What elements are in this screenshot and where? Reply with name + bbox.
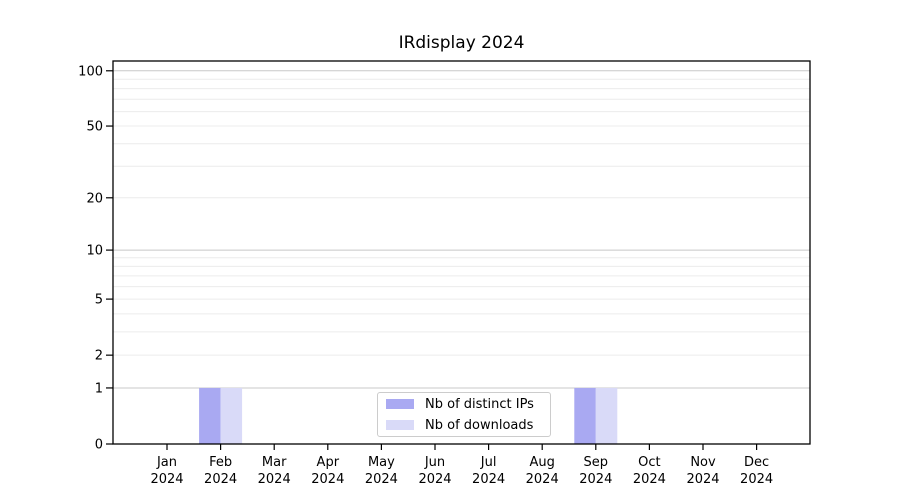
y-tick-label: 1: [95, 381, 103, 396]
x-tick-label-year: 2024: [365, 472, 398, 487]
legend-item-distinct-ips: Nb of distinct IPs: [386, 395, 542, 414]
x-tick-label-year: 2024: [472, 472, 505, 487]
legend-swatch-downloads-icon: [386, 420, 414, 430]
legend-swatch-distinct-ips-icon: [386, 399, 414, 409]
y-tick-label: 10: [86, 244, 103, 259]
x-tick-label-year: 2024: [204, 472, 237, 487]
x-tick-label-year: 2024: [740, 472, 773, 487]
x-tick-label-year: 2024: [686, 472, 719, 487]
legend-item-downloads: Nb of downloads: [386, 416, 542, 435]
y-tick-label: 2: [95, 349, 103, 364]
y-tick-label: 5: [95, 293, 103, 308]
x-tick-label-year: 2024: [633, 472, 666, 487]
x-tick-label-month: Jan: [156, 455, 177, 470]
chart-title: IRdisplay 2024: [398, 33, 525, 53]
y-tick-label: 100: [78, 64, 103, 79]
x-tick-label-month: Sep: [584, 455, 609, 470]
x-tick-label-month: Jul: [480, 455, 497, 470]
y-tick-label: 50: [86, 120, 103, 135]
bar-downloads-sep: [595, 387, 618, 444]
x-tick-label-month: Jun: [424, 455, 445, 470]
legend-label-downloads: Nb of downloads: [425, 417, 534, 433]
bar-distinct-ips-sep: [574, 387, 596, 444]
legend: Nb of distinct IPs Nb of downloads: [377, 392, 551, 437]
y-tick-label: 20: [86, 191, 103, 206]
x-tick-label-month: Nov: [690, 455, 716, 470]
x-tick-label-month: Dec: [744, 455, 769, 470]
x-tick-label-year: 2024: [258, 472, 291, 487]
x-tick-label-year: 2024: [418, 472, 451, 487]
bar-distinct-ips-feb: [199, 387, 221, 444]
x-tick-label-month: Aug: [530, 455, 555, 470]
plot-frame: [112, 60, 811, 445]
x-tick-label-month: Feb: [209, 455, 232, 470]
x-tick-label-month: Oct: [638, 455, 660, 470]
x-tick-label-year: 2024: [311, 472, 344, 487]
y-tick-label: 0: [95, 438, 103, 453]
x-tick-label-month: Apr: [317, 455, 340, 470]
x-tick-label-month: May: [368, 455, 395, 470]
x-tick-label-month: Mar: [262, 455, 287, 470]
x-tick-label-year: 2024: [150, 472, 183, 487]
bar-downloads-feb: [220, 387, 243, 444]
x-tick-label-year: 2024: [579, 472, 612, 487]
x-tick-label-year: 2024: [526, 472, 559, 487]
legend-label-distinct-ips: Nb of distinct IPs: [425, 396, 534, 412]
